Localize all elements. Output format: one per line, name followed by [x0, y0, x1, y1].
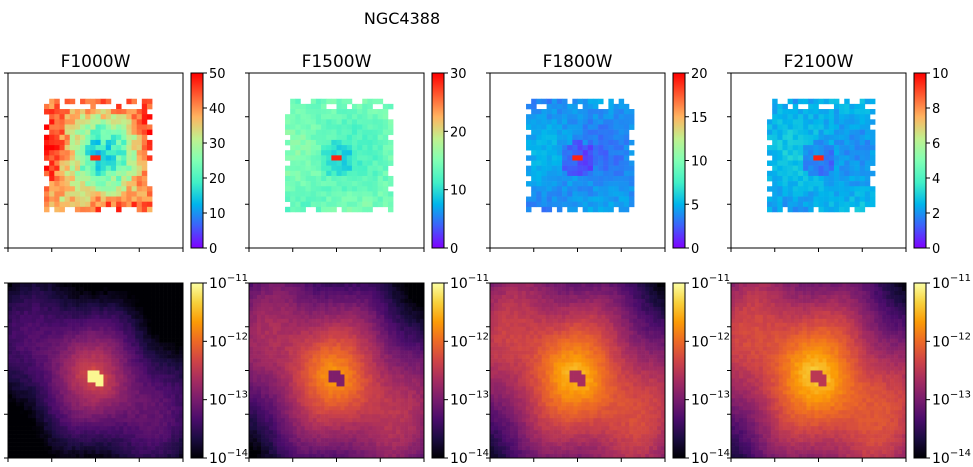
colorbar-tick-label: 10−13: [691, 390, 730, 409]
heatmap-image: [8, 283, 184, 459]
colorbar-tick-label: 0: [932, 242, 940, 257]
colorbar-tick-label: 5: [691, 198, 699, 213]
map-panel-3: F1800W 0 5 10 15 20: [486, 52, 708, 257]
colorbar-tick-label: 10−12: [209, 331, 248, 350]
colorbar-tick-label: 10−14: [691, 448, 730, 467]
flux-panel-4: 10−14 10−13 10−12 10−11: [727, 273, 971, 467]
colorbar-tick-label: 4: [932, 172, 940, 187]
colorbar: [190, 72, 204, 249]
colorbar: [190, 282, 204, 459]
heatmap-image: [767, 98, 876, 213]
colorbar-tick-label: 10−13: [932, 390, 971, 409]
colorbar-tick-label: 20: [691, 67, 708, 82]
panel-title: F1800W: [543, 52, 613, 72]
colorbar-tick-label: 30: [450, 67, 467, 82]
heatmap-image: [285, 98, 394, 213]
map-panel-2: F1500W 0 10 20 30: [245, 52, 467, 257]
map-panel-4: F2100W 0 2 4 6 8 10: [727, 52, 949, 257]
colorbar: [913, 282, 927, 459]
panel-title: F2100W: [784, 52, 854, 72]
colorbar-tick-label: 2: [932, 207, 940, 222]
heatmap-image: [249, 283, 425, 459]
heatmap-image: [490, 283, 666, 459]
colorbar-tick-label: 10: [932, 67, 949, 82]
colorbar-tick-label: 50: [209, 67, 226, 82]
heatmap-image: [526, 98, 635, 213]
colorbar: [431, 72, 445, 249]
colorbar-tick-label: 30: [209, 137, 226, 152]
colorbar-tick-label: 10−12: [932, 331, 971, 350]
flux-panel-1: 10−14 10−13 10−12 10−11: [4, 273, 248, 467]
colorbar: [672, 72, 686, 249]
colorbar: [431, 282, 445, 459]
colorbar-tick-label: 10−11: [932, 273, 971, 292]
colorbar-tick-label: 10−11: [691, 273, 730, 292]
colorbar-tick-label: 8: [932, 102, 940, 117]
colorbar-tick-label: 10−14: [932, 448, 971, 467]
colorbar-tick-label: 10: [691, 155, 708, 170]
panel-title: F1500W: [302, 52, 372, 72]
figure-title: NGC4388: [364, 9, 440, 28]
heatmap-image: [731, 283, 907, 459]
panel-title: F1000W: [61, 52, 131, 72]
colorbar-tick-label: 0: [691, 242, 699, 257]
colorbar-tick-label: 10−12: [450, 331, 489, 350]
flux-panel-2: 10−14 10−13 10−12 10−11: [245, 273, 489, 467]
colorbar-tick-label: 15: [691, 111, 708, 126]
colorbar-tick-label: 10−11: [209, 273, 248, 292]
colorbar-tick-label: 10−14: [209, 448, 248, 467]
colorbar-tick-label: 10−14: [450, 448, 489, 467]
colorbar-tick-label: 10−11: [450, 273, 489, 292]
colorbar-tick-label: 0: [209, 242, 217, 257]
colorbar-tick-label: 10−13: [209, 390, 248, 409]
colorbar-tick-label: 20: [209, 172, 226, 187]
flux-panel-3: 10−14 10−13 10−12 10−11: [486, 273, 730, 467]
map-panel-1: F1000W 0 10 20 30 40 50: [4, 52, 226, 257]
colorbar-tick-label: 40: [209, 102, 226, 117]
colorbar-tick-label: 6: [932, 137, 940, 152]
colorbar-tick-label: 10: [209, 207, 226, 222]
colorbar-tick-label: 20: [450, 125, 467, 140]
colorbar: [672, 282, 686, 459]
colorbar-tick-label: 10: [450, 184, 467, 199]
colorbar-tick-label: 10−13: [450, 390, 489, 409]
colorbar-tick-label: 0: [450, 242, 458, 257]
heatmap-image: [44, 98, 153, 213]
colorbar-tick-label: 10−12: [691, 331, 730, 350]
colorbar: [913, 72, 927, 249]
